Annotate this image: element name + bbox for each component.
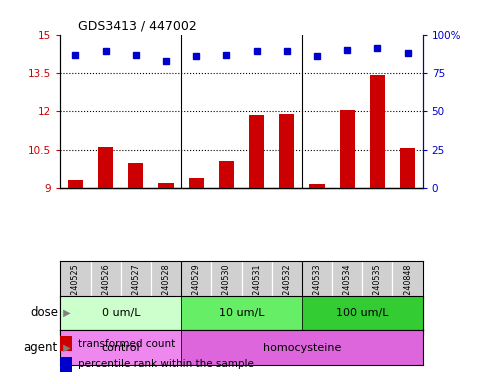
Text: GSM240529: GSM240529	[192, 263, 201, 312]
Text: GSM240535: GSM240535	[373, 263, 382, 312]
Bar	[212, 261, 242, 334]
Text: agent: agent	[24, 341, 58, 354]
Bar	[128, 162, 143, 188]
Text: GSM240531: GSM240531	[252, 263, 261, 312]
Text: 10 um/L: 10 um/L	[219, 308, 264, 318]
Bar	[362, 261, 393, 334]
Bar	[60, 336, 72, 351]
Bar	[158, 182, 173, 188]
Bar	[400, 149, 415, 188]
Text: ▶: ▶	[60, 308, 71, 318]
Text: GSM240530: GSM240530	[222, 263, 231, 312]
Bar	[332, 261, 362, 334]
Bar	[242, 261, 271, 334]
Bar	[68, 180, 83, 188]
Bar	[189, 179, 204, 188]
Text: control: control	[101, 343, 140, 353]
Bar	[121, 261, 151, 334]
Text: 100 um/L: 100 um/L	[336, 308, 388, 318]
Text: GSM240534: GSM240534	[342, 263, 352, 312]
Bar	[181, 296, 302, 330]
Text: GDS3413 / 447002: GDS3413 / 447002	[78, 19, 197, 32]
Text: GSM240525: GSM240525	[71, 263, 80, 312]
Bar	[302, 261, 332, 334]
Bar	[60, 261, 91, 334]
Text: percentile rank within the sample: percentile rank within the sample	[78, 359, 254, 369]
Bar	[181, 261, 212, 334]
Text: ▶: ▶	[60, 343, 71, 353]
Bar	[181, 330, 423, 365]
Text: GSM240526: GSM240526	[101, 263, 110, 312]
Bar	[249, 115, 264, 188]
Text: homocysteine: homocysteine	[263, 343, 341, 353]
Bar	[393, 261, 423, 334]
Bar	[98, 147, 113, 188]
Bar	[219, 161, 234, 188]
Bar	[91, 261, 121, 334]
Text: GSM240848: GSM240848	[403, 263, 412, 312]
Bar	[279, 114, 294, 188]
Text: dose: dose	[30, 306, 58, 319]
Bar	[340, 110, 355, 188]
Bar	[60, 357, 72, 372]
Bar	[60, 296, 181, 330]
Text: GSM240527: GSM240527	[131, 263, 141, 312]
Text: GSM240533: GSM240533	[313, 263, 322, 312]
Text: transformed count: transformed count	[78, 339, 175, 349]
Bar	[60, 330, 181, 365]
Bar	[271, 261, 302, 334]
Text: 0 um/L: 0 um/L	[101, 308, 140, 318]
Text: GSM240528: GSM240528	[161, 263, 170, 312]
Bar	[151, 261, 181, 334]
Bar	[310, 184, 325, 188]
Text: GSM240532: GSM240532	[282, 263, 291, 312]
Bar	[302, 296, 423, 330]
Bar	[370, 75, 385, 188]
